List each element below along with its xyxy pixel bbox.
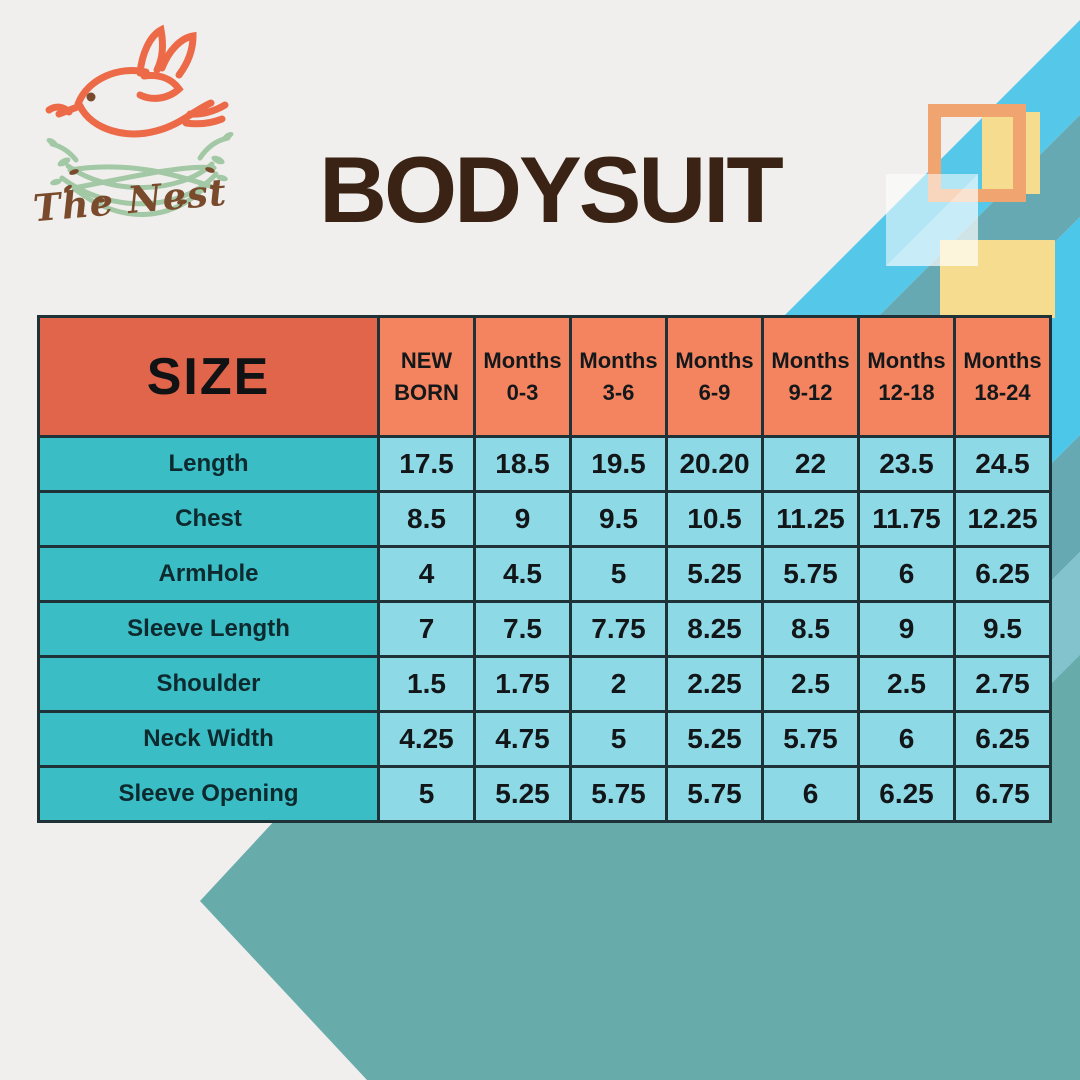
value-cell: 10.5 <box>665 490 764 548</box>
table-body: Length 17.5 18.5 19.5 20.20 22 23.5 24.5 Chest 8.… <box>37 435 1052 823</box>
value-cell: 8.5 <box>761 600 860 658</box>
row-label: ArmHole <box>37 545 380 603</box>
value-cell: 5.25 <box>473 765 572 823</box>
value-cell: 8.25 <box>665 600 764 658</box>
value-cell: 6.25 <box>857 765 956 823</box>
value-cell: 2.75 <box>953 655 1052 713</box>
table-row: Sleeve Opening 5 5.25 5.75 5.75 6 6.25 6.75 <box>37 765 1052 823</box>
column-header-6: Months 18-24 <box>953 315 1052 438</box>
nest-leaves-brown <box>64 167 218 205</box>
value-cell: 24.5 <box>953 435 1052 493</box>
value-cell: 9 <box>857 600 956 658</box>
header-row: SIZE NEW BORN Months 0-3 Months 3-6 Months 6-9 Mo… <box>37 315 1052 438</box>
value-cell: 2.5 <box>857 655 956 713</box>
value-cell: 12.25 <box>953 490 1052 548</box>
value-cell: 5 <box>377 765 476 823</box>
column-header-0: NEW BORN <box>377 315 476 438</box>
table-row: Neck Width 4.25 4.75 5 5.25 5.75 6 6.25 <box>37 710 1052 768</box>
white-square-highlight <box>886 174 978 266</box>
bird-outline <box>45 24 229 138</box>
table-row: Shoulder 1.5 1.75 2 2.25 2.5 2.5 2.75 <box>37 655 1052 713</box>
value-cell: 6 <box>857 545 956 603</box>
value-cell: 2 <box>569 655 668 713</box>
row-label: Chest <box>37 490 380 548</box>
bird-nest-logo-illustration <box>45 24 234 217</box>
value-cell: 8.5 <box>377 490 476 548</box>
value-cell: 6.25 <box>953 545 1052 603</box>
value-cell: 5.75 <box>569 765 668 823</box>
value-cell: 2.5 <box>761 655 860 713</box>
brand-logo: The Nest <box>30 10 240 240</box>
value-cell: 9.5 <box>953 600 1052 658</box>
value-cell: 9 <box>473 490 572 548</box>
column-header-4: Months 9-12 <box>761 315 860 438</box>
row-label: Sleeve Opening <box>37 765 380 823</box>
table-row: ArmHole 4 4.5 5 5.25 5.75 6 6.25 <box>37 545 1052 603</box>
value-cell: 7.5 <box>473 600 572 658</box>
bird-eye <box>86 92 96 102</box>
row-label: Length <box>37 435 380 493</box>
page-title: BODYSUIT <box>319 136 784 242</box>
value-cell: 9.5 <box>569 490 668 548</box>
value-cell: 11.25 <box>761 490 860 548</box>
row-label: Shoulder <box>37 655 380 713</box>
column-header-2: Months 3-6 <box>569 315 668 438</box>
value-cell: 1.5 <box>377 655 476 713</box>
value-cell: 6 <box>857 710 956 768</box>
nest-leaves-green <box>46 132 234 186</box>
value-cell: 18.5 <box>473 435 572 493</box>
value-cell: 17.5 <box>377 435 476 493</box>
value-cell: 23.5 <box>857 435 956 493</box>
value-cell: 5 <box>569 710 668 768</box>
table-row: Chest 8.5 9 9.5 10.5 11.25 11.75 12.25 <box>37 490 1052 548</box>
value-cell: 1.75 <box>473 655 572 713</box>
row-label: Neck Width <box>37 710 380 768</box>
table-header: SIZE NEW BORN Months 0-3 Months 3-6 Months 6-9 Mo… <box>37 315 1052 438</box>
value-cell: 5.75 <box>761 710 860 768</box>
value-cell: 6.25 <box>953 710 1052 768</box>
value-cell: 20.20 <box>665 435 764 493</box>
value-cell: 22 <box>761 435 860 493</box>
value-cell: 6 <box>761 765 860 823</box>
size-column-header: SIZE <box>37 315 380 438</box>
value-cell: 5.25 <box>665 545 764 603</box>
value-cell: 6.75 <box>953 765 1052 823</box>
value-cell: 4.5 <box>473 545 572 603</box>
bottom-teal-shape <box>200 655 1080 1080</box>
value-cell: 5.75 <box>665 765 764 823</box>
yellow-square-small <box>982 112 1040 194</box>
value-cell: 7.75 <box>569 600 668 658</box>
value-cell: 11.75 <box>857 490 956 548</box>
value-cell: 4.25 <box>377 710 476 768</box>
row-label: Sleeve Length <box>37 600 380 658</box>
column-header-5: Months 12-18 <box>857 315 956 438</box>
value-cell: 5.75 <box>761 545 860 603</box>
value-cell: 5 <box>569 545 668 603</box>
column-header-3: Months 6-9 <box>665 315 764 438</box>
column-header-1: Months 0-3 <box>473 315 572 438</box>
value-cell: 5.25 <box>665 710 764 768</box>
table-row: Sleeve Length 7 7.5 7.75 8.25 8.5 9 9.5 <box>37 600 1052 658</box>
value-cell: 4.75 <box>473 710 572 768</box>
value-cell: 4 <box>377 545 476 603</box>
white-translucent-square <box>886 174 978 266</box>
table-row: Length 17.5 18.5 19.5 20.20 22 23.5 24.5 <box>37 435 1052 493</box>
value-cell: 19.5 <box>569 435 668 493</box>
value-cell: 2.25 <box>665 655 764 713</box>
size-table: SIZE NEW BORN Months 0-3 Months 3-6 Months 6-9 Mo… <box>37 315 1052 823</box>
value-cell: 7 <box>377 600 476 658</box>
